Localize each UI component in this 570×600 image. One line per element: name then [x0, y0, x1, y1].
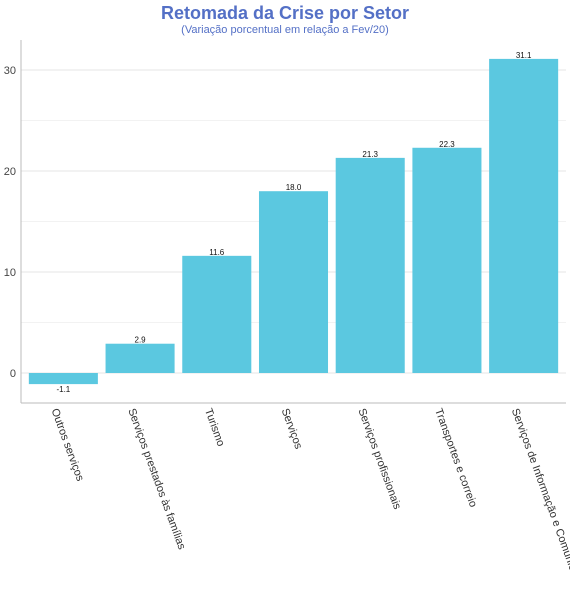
bar[interactable] — [105, 343, 175, 373]
x-category-label: Serviços prestados às famílias — [125, 407, 187, 552]
chart-subtitle: (Variação porcentual em relação a Fev/20… — [181, 24, 389, 36]
y-tick-label: 10 — [4, 267, 16, 279]
x-category-label: Transportes e correio — [432, 407, 479, 509]
x-category-label: Serviços de Informação e Comunicação — [509, 407, 570, 594]
x-category-label: Serviços profissionais — [355, 407, 403, 512]
bar-value-label: 31.1 — [516, 51, 532, 60]
data-labels: -1.1 2.9 11.6 18.0 21.3 22.3 31.1 — [56, 51, 532, 394]
bar[interactable] — [335, 157, 405, 373]
x-category-label: Outros serviços — [49, 407, 87, 483]
y-tick-label: 30 — [4, 65, 16, 77]
y-tick-label: 20 — [4, 166, 16, 178]
bar-value-label: 22.3 — [439, 140, 455, 149]
bar-value-label: 11.6 — [209, 248, 225, 257]
chart-title: Retomada da Crise por Setor — [160, 3, 410, 23]
bar-value-label: 2.9 — [135, 336, 147, 345]
bar-value-label: 21.3 — [362, 150, 378, 159]
axes: 0 10 20 30 — [4, 40, 566, 404]
bar[interactable] — [182, 255, 252, 373]
bars — [28, 58, 559, 385]
bar[interactable] — [489, 58, 559, 373]
bar-value-label: -1.1 — [56, 385, 70, 394]
y-tick-label: 0 — [10, 368, 16, 380]
bar-value-label: 18.0 — [286, 183, 302, 192]
bar[interactable] — [412, 147, 482, 373]
bar[interactable] — [28, 373, 98, 385]
x-category-label: Serviços — [279, 407, 305, 451]
category-labels: Outros serviços Serviços prestados às fam… — [49, 407, 570, 594]
x-category-label: Turismo — [202, 407, 227, 448]
bar[interactable] — [258, 191, 329, 373]
